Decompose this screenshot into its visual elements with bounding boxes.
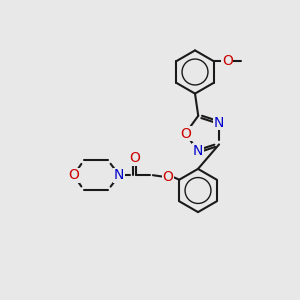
Text: N: N xyxy=(114,168,124,182)
Text: N: N xyxy=(193,144,203,158)
Text: O: O xyxy=(222,54,232,68)
Text: O: O xyxy=(163,170,173,184)
Text: O: O xyxy=(68,168,79,182)
Text: O: O xyxy=(180,127,191,140)
Text: N: N xyxy=(214,116,224,130)
Text: O: O xyxy=(130,151,140,165)
